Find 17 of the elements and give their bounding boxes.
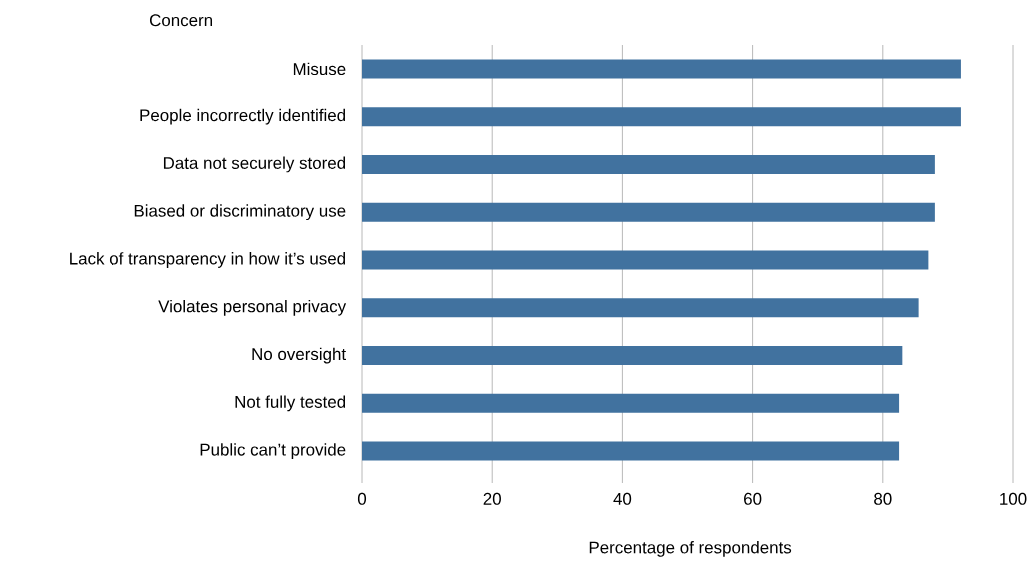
y-axis-title: Concern	[149, 14, 213, 27]
y-tick-label: Biased or discriminatory use	[134, 204, 346, 221]
x-tick-label: 20	[483, 492, 501, 505]
x-tick-label: 60	[744, 492, 762, 505]
y-tick-label: Violates personal privacy	[158, 299, 347, 316]
y-tick-label: No oversight	[252, 347, 346, 364]
x-tick-label: 0	[357, 492, 367, 505]
x-tick-label: 100	[1000, 492, 1027, 505]
x-tick-label: 80	[874, 492, 892, 505]
y-tick-label: People incorrectly identified	[140, 108, 346, 125]
y-tick-label: Data not securely stored	[163, 156, 346, 173]
y-tick-label: Public can’t provide	[200, 443, 346, 460]
x-axis-title: Percentage of respondents	[589, 541, 792, 557]
x-tick-label: 40	[613, 492, 632, 505]
y-tick-label: Lack of transparency in how it’s used	[70, 252, 346, 268]
y-tick-label: Not fully tested	[235, 395, 346, 412]
y-tick-label: Misuse	[293, 62, 346, 76]
